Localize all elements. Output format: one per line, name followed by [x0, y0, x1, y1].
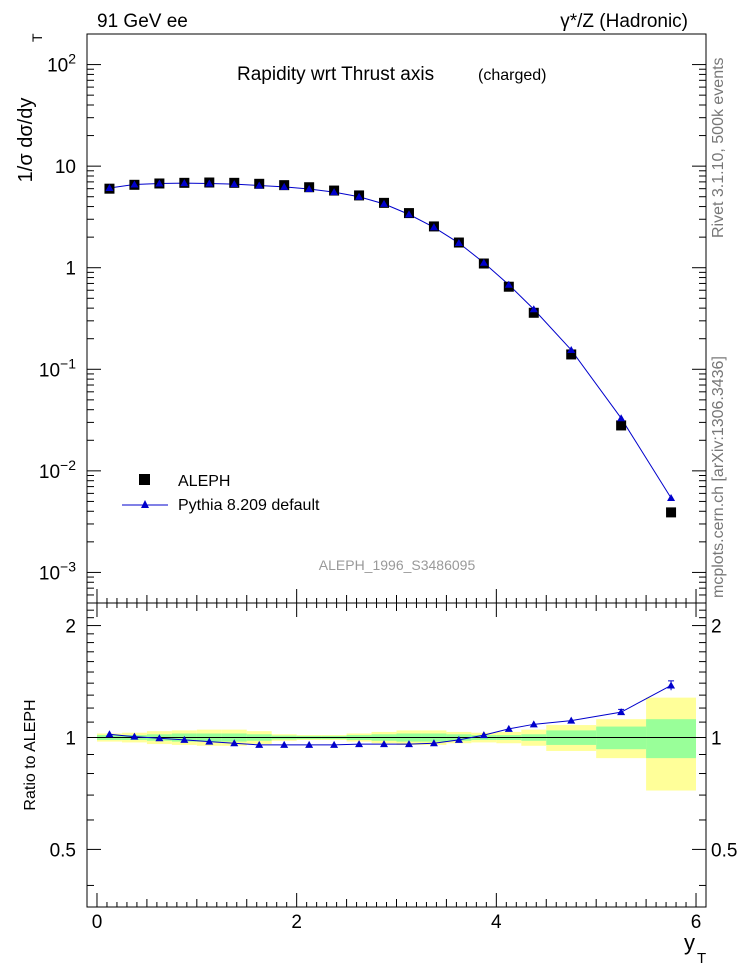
x-tick-label: 0 — [92, 912, 103, 933]
data-point — [616, 420, 627, 431]
ratio-point — [429, 739, 438, 747]
ratio-y-tick-label-right: 1 — [711, 728, 722, 749]
ratio-point — [504, 724, 513, 732]
main-y-tick-label: 1 — [65, 259, 76, 280]
data-point — [566, 349, 577, 360]
mc-point — [155, 179, 164, 187]
mc-point — [280, 182, 289, 190]
mc-point — [504, 280, 513, 288]
ratio-point — [454, 735, 463, 743]
mc-point — [404, 210, 413, 218]
mc-point — [330, 188, 339, 196]
x-axis-label: y — [684, 930, 695, 955]
main-y-tick-label: 102 — [47, 51, 76, 77]
legend-label-pythia: Pythia 8.209 default — [178, 497, 320, 514]
mc-line — [109, 182, 672, 499]
header-left: 91 GeV ee — [97, 11, 188, 32]
ratio-y-tick-label-right: 0.5 — [711, 840, 737, 861]
mcplots-label: mcplots.cern.ch [arXiv:1306.3436] — [710, 356, 727, 598]
ratio-point — [305, 740, 314, 748]
ratio-point — [617, 708, 626, 716]
ratio-point — [155, 734, 164, 742]
ratio-point — [667, 681, 676, 689]
rivet-label: Rivet 3.1.10, 500k events — [710, 57, 727, 238]
mc-point — [305, 185, 314, 193]
main-series — [104, 177, 677, 518]
x-tick-label: 6 — [691, 912, 702, 933]
mc-point — [567, 345, 576, 353]
legend: ALEPH Pythia 8.209 default — [122, 473, 320, 514]
data-point — [666, 507, 677, 518]
mc-point — [355, 192, 364, 200]
axes: 0 2 4 6 10−3 10−2 10−1 1 10 102 0.5 0.5 1 1 2 2 — [39, 33, 737, 933]
x-axis-label-sub: T — [697, 950, 706, 967]
ratio-point — [330, 740, 339, 748]
ratio-y-tick-label-left: 0.5 — [50, 840, 76, 861]
legend-marker-aleph — [139, 474, 150, 485]
ratio-point — [180, 735, 189, 743]
data-point — [528, 307, 539, 318]
main-y-tick-label: 10−1 — [39, 355, 76, 381]
analysis-id: ALEPH_1996_S3486095 — [319, 557, 476, 573]
ratio-point — [567, 716, 576, 724]
ratio-point — [205, 737, 214, 745]
mc-point — [130, 180, 139, 188]
mc-point — [479, 258, 488, 266]
ratio-point — [479, 731, 488, 739]
main-y-tick-label: 10−2 — [39, 457, 76, 483]
main-y-tick-label: 10 — [55, 157, 76, 178]
mc-point — [180, 179, 189, 187]
ratio-point — [255, 740, 264, 748]
main-ylabel: 1/σ dσ/dy — [15, 98, 37, 183]
plot-title-sub: (charged) — [478, 67, 546, 84]
mc-point — [667, 494, 676, 502]
mc-point — [380, 199, 389, 207]
legend-label-aleph: ALEPH — [178, 473, 230, 490]
main-ylabel-sub: T — [29, 33, 45, 42]
main-frame — [86, 33, 707, 604]
main-y-tick-label: 10−3 — [39, 558, 76, 584]
ratio-y-tick-label-left: 1 — [65, 728, 76, 749]
ratio-ylabel: Ratio to ALEPH — [22, 699, 39, 810]
ratio-point — [404, 740, 413, 748]
mc-point — [429, 223, 438, 231]
mc-point — [230, 180, 239, 188]
mc-point — [617, 414, 626, 422]
mc-point — [529, 305, 538, 313]
ratio-point — [380, 740, 389, 748]
header-right: γ*/Z (Hadronic) — [560, 11, 688, 32]
x-tick-label: 2 — [291, 912, 302, 933]
mc-point — [255, 181, 264, 189]
ratio-point — [529, 720, 538, 728]
ratio-y-tick-label-right: 2 — [711, 617, 722, 638]
x-tick-label: 4 — [491, 912, 502, 933]
mc-point — [205, 179, 214, 187]
ratio-series — [105, 680, 676, 748]
mc-point — [454, 239, 463, 247]
legend-marker-pythia — [141, 500, 149, 508]
ratio-point — [355, 740, 364, 748]
ratio-point — [230, 739, 239, 747]
mc-point — [105, 183, 114, 191]
ratio-y-tick-label-left: 2 — [65, 617, 76, 638]
ratio-band-inner — [646, 719, 697, 759]
ratio-point — [130, 732, 139, 740]
ratio-bands — [87, 697, 706, 791]
ratio-point — [105, 730, 114, 738]
ratio-point — [280, 740, 289, 748]
plot-title: Rapidity wrt Thrust axis — [237, 64, 434, 85]
